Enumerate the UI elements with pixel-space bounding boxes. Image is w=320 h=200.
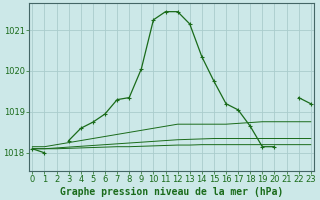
X-axis label: Graphe pression niveau de la mer (hPa): Graphe pression niveau de la mer (hPa) [60,186,283,197]
